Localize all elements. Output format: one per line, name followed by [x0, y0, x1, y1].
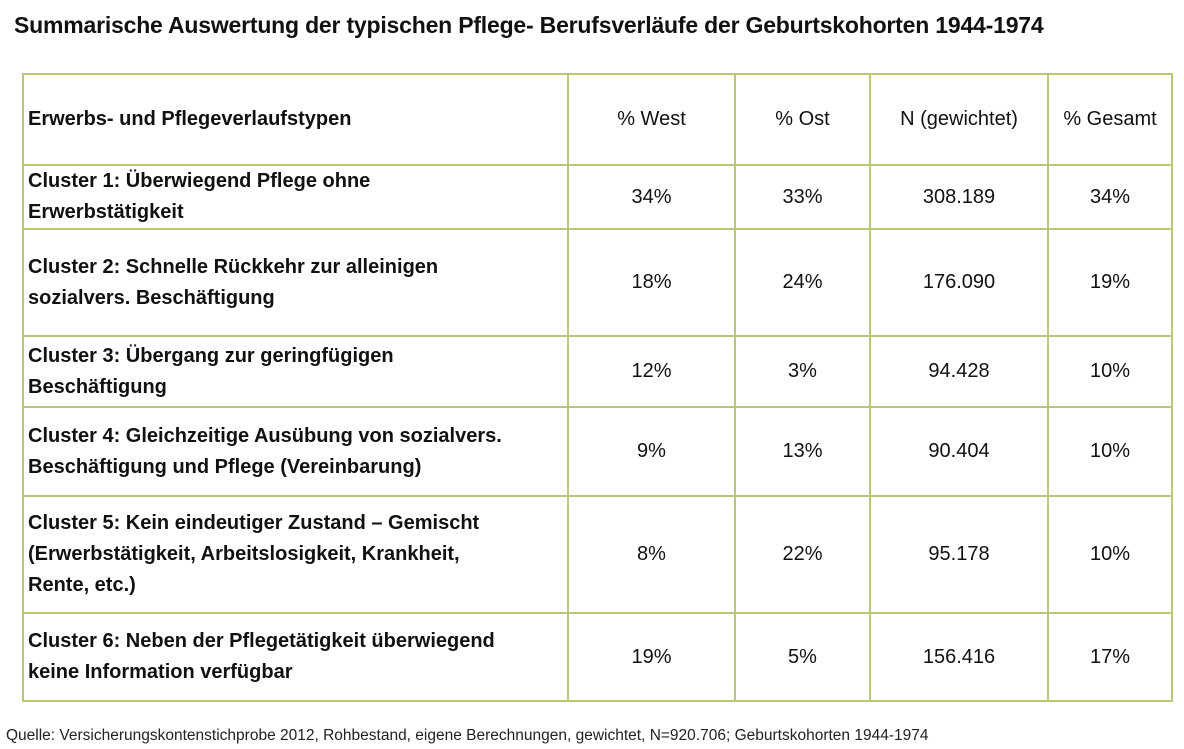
cell-west: 18%: [567, 228, 736, 337]
table-row: Cluster 3: Übergang zur geringfügigen Bes…: [22, 335, 1173, 408]
row-label: Cluster 1: Überwiegend Pflege ohne Erwerb…: [22, 164, 569, 230]
cell-ost: 5%: [734, 612, 871, 702]
page-title: Summarische Auswertung der typischen Pfl…: [14, 12, 1044, 38]
cell-ost: 24%: [734, 228, 871, 337]
cluster-table: Erwerbs- und Pflegeverlaufstypen % West …: [22, 73, 1173, 702]
cell-n: 95.178: [869, 495, 1049, 614]
cell-west: 34%: [567, 164, 736, 230]
row-label: Cluster 4: Gleichzeitige Ausübung von so…: [22, 406, 569, 497]
cell-gesamt: 10%: [1047, 406, 1173, 497]
cell-west: 19%: [567, 612, 736, 702]
cell-west: 8%: [567, 495, 736, 614]
header-gesamt: % Gesamt: [1047, 73, 1173, 166]
cell-n: 90.404: [869, 406, 1049, 497]
header-type: Erwerbs- und Pflegeverlaufstypen: [22, 73, 569, 166]
cell-n: 156.416: [869, 612, 1049, 702]
header-n: N (gewichtet): [869, 73, 1049, 166]
row-label: Cluster 6: Neben der Pflegetätigkeit übe…: [22, 612, 569, 702]
cell-n: 176.090: [869, 228, 1049, 337]
cell-gesamt: 17%: [1047, 612, 1173, 702]
cell-ost: 3%: [734, 335, 871, 408]
cell-gesamt: 19%: [1047, 228, 1173, 337]
table-row: Cluster 6: Neben der Pflegetätigkeit übe…: [22, 612, 1173, 702]
row-label: Cluster 5: Kein eindeutiger Zustand – Ge…: [22, 495, 569, 614]
cell-n: 308.189: [869, 164, 1049, 230]
source-note: Quelle: Versicherungskontenstichprobe 20…: [6, 727, 929, 744]
table-row: Cluster 4: Gleichzeitige Ausübung von so…: [22, 406, 1173, 497]
table-header-row: Erwerbs- und Pflegeverlaufstypen % West …: [22, 73, 1173, 166]
cell-ost: 22%: [734, 495, 871, 614]
cell-gesamt: 10%: [1047, 335, 1173, 408]
cell-gesamt: 10%: [1047, 495, 1173, 614]
cell-ost: 33%: [734, 164, 871, 230]
cell-west: 12%: [567, 335, 736, 408]
cell-west: 9%: [567, 406, 736, 497]
cell-ost: 13%: [734, 406, 871, 497]
table-row: Cluster 1: Überwiegend Pflege ohne Erwerb…: [22, 164, 1173, 230]
cell-n: 94.428: [869, 335, 1049, 408]
table-row: Cluster 5: Kein eindeutiger Zustand – Ge…: [22, 495, 1173, 614]
row-label: Cluster 2: Schnelle Rückkehr zur alleini…: [22, 228, 569, 337]
header-ost: % Ost: [734, 73, 871, 166]
table-row: Cluster 2: Schnelle Rückkehr zur alleini…: [22, 228, 1173, 337]
header-west: % West: [567, 73, 736, 166]
cell-gesamt: 34%: [1047, 164, 1173, 230]
row-label: Cluster 3: Übergang zur geringfügigen Bes…: [22, 335, 569, 408]
